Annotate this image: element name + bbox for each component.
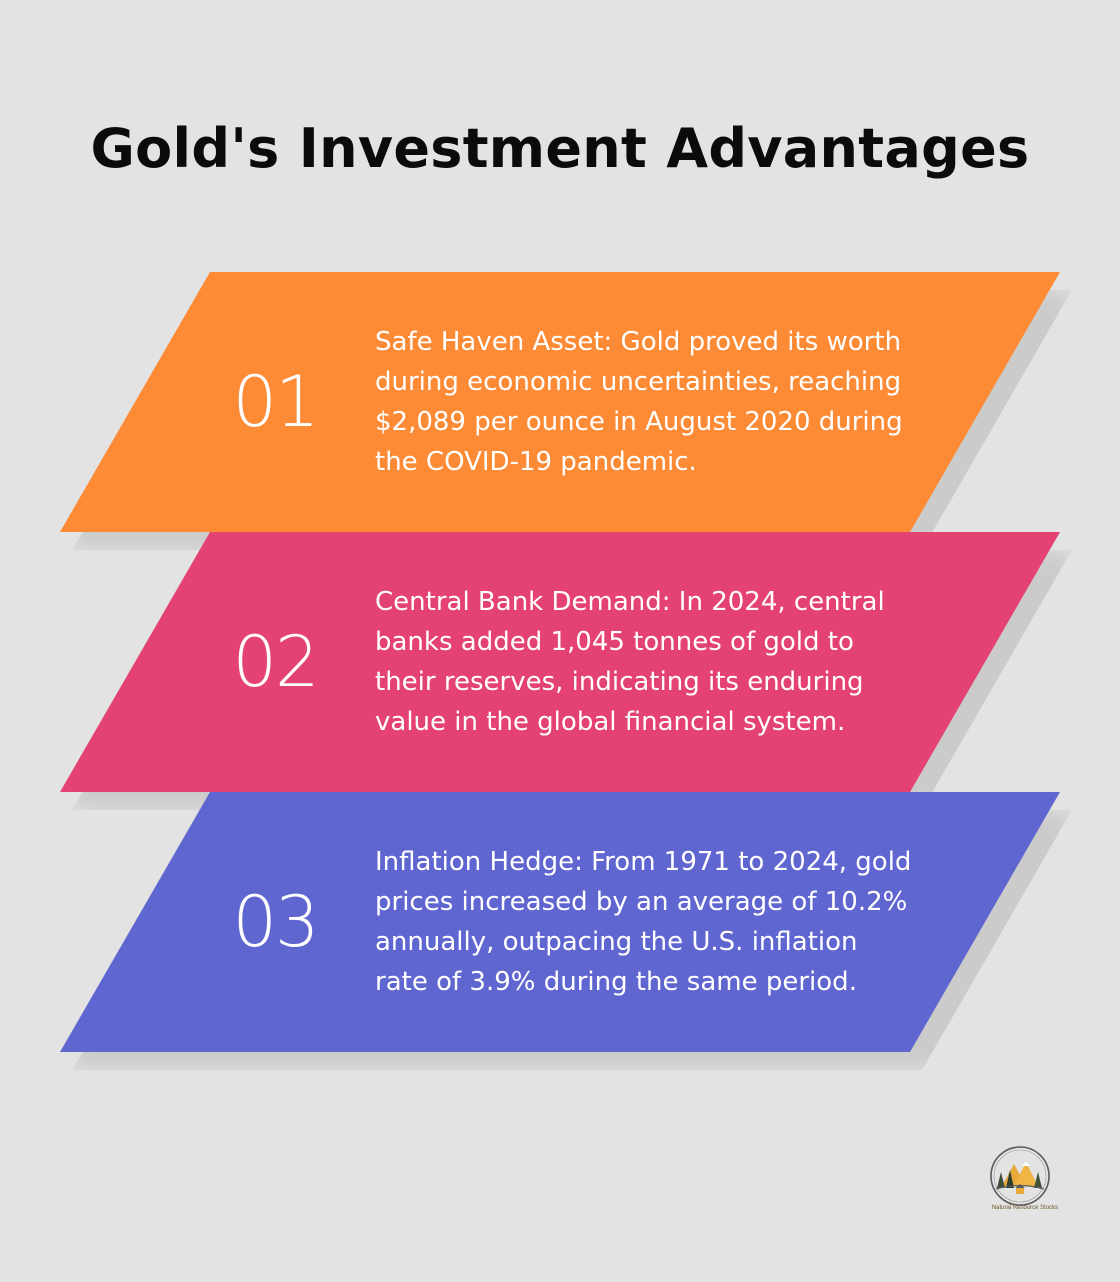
card-text: Central Bank Demand: In 2024, central ba… bbox=[375, 532, 915, 792]
card-number: 03 bbox=[232, 881, 319, 963]
card-background bbox=[60, 792, 1060, 1052]
card-text-content: Safe Haven Asset: Gold proved its worth … bbox=[375, 327, 903, 477]
card-background bbox=[60, 532, 1060, 792]
logo-caption: Natural Resource Stocks bbox=[991, 1205, 1059, 1211]
card-background bbox=[60, 272, 1060, 532]
card-text-content: Inflation Hedge: From 1971 to 2024, gold… bbox=[375, 847, 912, 997]
card-number: 01 bbox=[232, 361, 319, 443]
card-text: Safe Haven Asset: Gold proved its worth … bbox=[375, 272, 915, 532]
advantage-card-2: 02 Central Bank Demand: In 2024, central… bbox=[60, 532, 1072, 810]
mountain-trees-logo-icon bbox=[982, 1142, 1068, 1218]
card-number: 02 bbox=[232, 621, 319, 703]
card-text: Inflation Hedge: From 1971 to 2024, gold… bbox=[375, 792, 915, 1052]
advantage-card-3: 03 Inflation Hedge: From 1971 to 2024, g… bbox=[60, 792, 1072, 1070]
advantage-card-1: 01 Safe Haven Asset: Gold proved its wor… bbox=[60, 272, 1072, 550]
card-text-content: Central Bank Demand: In 2024, central ba… bbox=[375, 587, 885, 737]
page-title: Gold's Investment Advantages bbox=[90, 117, 1030, 180]
